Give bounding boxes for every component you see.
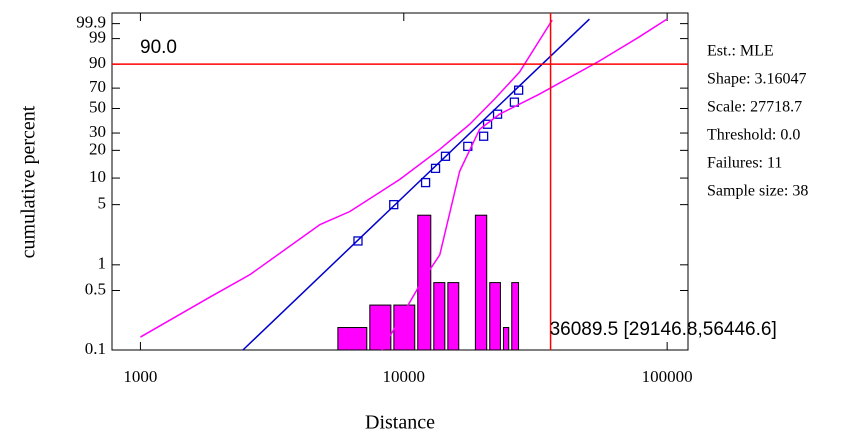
data-point xyxy=(353,236,363,246)
y-tick-label: 50 xyxy=(89,97,106,116)
annotation: Threshold: 0.0 xyxy=(707,127,800,144)
y-tick-label: 1 xyxy=(98,254,107,273)
histogram-bar xyxy=(474,214,488,351)
data-point xyxy=(492,109,503,119)
histogram-bar xyxy=(337,327,368,351)
y-tick-label: 5 xyxy=(98,194,107,213)
x-tick-label: 1000 xyxy=(123,367,157,386)
histogram-bar xyxy=(369,304,392,351)
data-point xyxy=(482,119,493,129)
histogram-bar xyxy=(417,214,432,351)
y-tick-label: 30 xyxy=(89,122,106,141)
series-line xyxy=(140,19,553,338)
series-line xyxy=(242,18,590,351)
y-tick-label: 99 xyxy=(89,27,106,46)
data-point xyxy=(440,151,451,161)
x-tick-label: 10000 xyxy=(383,367,426,386)
series-line xyxy=(381,18,668,351)
reference-label: 90.0 xyxy=(140,37,177,58)
annotation: Failures: 11 xyxy=(707,155,782,172)
y-tick-label: 99.9 xyxy=(76,13,106,32)
data-point xyxy=(389,199,399,210)
data-point xyxy=(478,131,489,141)
x-tick-label: 100000 xyxy=(642,367,693,386)
y-axis-label: cumulative percent xyxy=(18,105,40,258)
annotation: Sample size: 38 xyxy=(707,183,808,200)
y-tick-label: 70 xyxy=(89,77,106,96)
data-point xyxy=(420,177,431,188)
histogram-bar xyxy=(502,327,510,351)
histogram-bar xyxy=(511,282,520,351)
annotation: Scale: 27718.7 xyxy=(707,99,802,116)
y-tick-label: 20 xyxy=(89,139,106,158)
data-point xyxy=(430,163,441,174)
y-tick-label: 10 xyxy=(89,167,106,186)
histogram-bar xyxy=(489,282,501,351)
x-axis-label: Distance xyxy=(365,412,435,434)
annotation: Shape: 3.16047 xyxy=(707,71,807,88)
annotation: Est.: MLE xyxy=(707,43,774,60)
y-tick-label: 90 xyxy=(89,53,106,72)
histogram-bar xyxy=(447,282,460,351)
y-tick-label: 0.5 xyxy=(85,279,106,298)
histogram-bar xyxy=(393,304,416,351)
reference-label: 36089.5 [29146.8,56446.6] xyxy=(550,319,777,340)
histogram-bar xyxy=(433,282,446,351)
y-tick-label: 0.1 xyxy=(85,339,106,358)
